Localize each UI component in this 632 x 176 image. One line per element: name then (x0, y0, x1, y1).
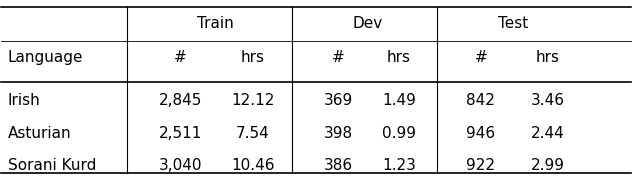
Text: 922: 922 (466, 158, 495, 173)
Text: hrs: hrs (241, 50, 265, 65)
Text: 12.12: 12.12 (231, 93, 275, 108)
Text: Language: Language (8, 50, 83, 65)
Text: #: # (475, 50, 487, 65)
Text: 2,511: 2,511 (159, 126, 202, 141)
Text: 369: 369 (324, 93, 353, 108)
Text: 946: 946 (466, 126, 495, 141)
Text: 386: 386 (324, 158, 353, 173)
Text: Sorani Kurd: Sorani Kurd (8, 158, 96, 173)
Text: 10.46: 10.46 (231, 158, 275, 173)
Text: Asturian: Asturian (8, 126, 71, 141)
Text: Irish: Irish (8, 93, 40, 108)
Text: 2,845: 2,845 (159, 93, 202, 108)
Text: #: # (174, 50, 187, 65)
Text: #: # (332, 50, 344, 65)
Text: 3,040: 3,040 (159, 158, 202, 173)
Text: 2.99: 2.99 (530, 158, 564, 173)
Text: 1.23: 1.23 (382, 158, 416, 173)
Text: 842: 842 (466, 93, 495, 108)
Text: 7.54: 7.54 (236, 126, 270, 141)
Text: Train: Train (197, 16, 234, 31)
Text: hrs: hrs (535, 50, 559, 65)
Text: 0.99: 0.99 (382, 126, 416, 141)
Text: Test: Test (498, 16, 528, 31)
Text: 398: 398 (324, 126, 353, 141)
Text: 3.46: 3.46 (530, 93, 564, 108)
Text: 1.49: 1.49 (382, 93, 416, 108)
Text: hrs: hrs (387, 50, 411, 65)
Text: Dev: Dev (353, 16, 383, 31)
Text: 2.44: 2.44 (531, 126, 564, 141)
